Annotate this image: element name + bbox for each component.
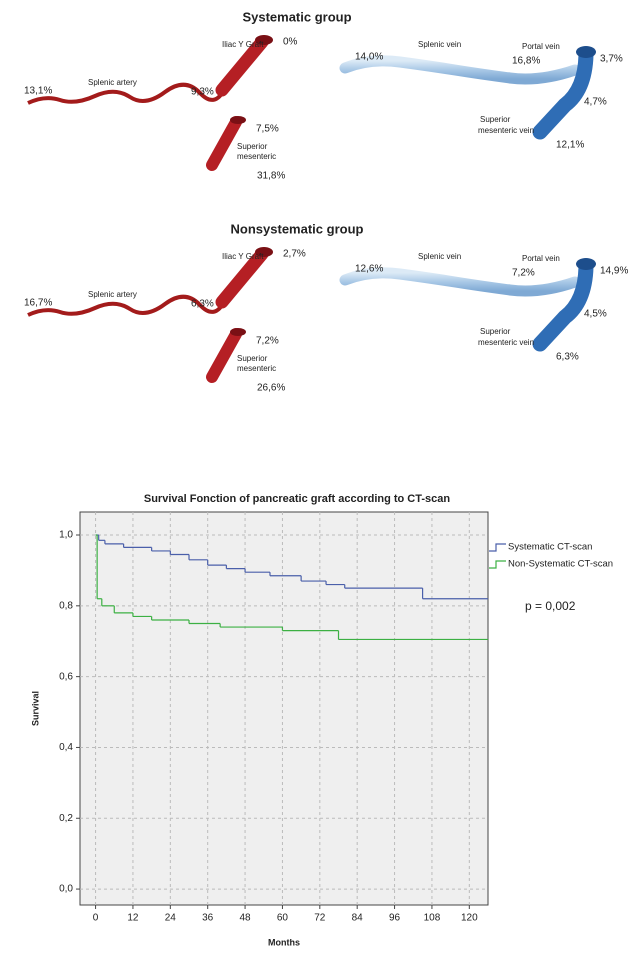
diagram-label: Iliac Y Graft <box>222 252 264 261</box>
diagram-label: 4,7% <box>584 97 607 108</box>
plot-area <box>80 512 488 905</box>
legend-swatch <box>489 561 506 568</box>
diagram-label: Splenic vein <box>418 40 461 49</box>
x-tick-label: 72 <box>314 913 326 924</box>
group-panel: Nonsystematic group Iliac Y Graft 2,7% Sple… <box>24 221 628 393</box>
chart-title: Survival Fonction of pancreatic graft ac… <box>144 493 451 505</box>
diagram-label: 31,8% <box>257 171 285 182</box>
x-tick-label: 60 <box>277 913 289 924</box>
diagram-label: Superior <box>237 354 268 363</box>
y-tick-label: 0,6 <box>59 671 73 682</box>
diagram-label: 12,6% <box>355 264 383 275</box>
graft-lower <box>212 334 236 377</box>
x-tick-label: 108 <box>424 913 441 924</box>
y-tick-label: 0,4 <box>59 742 73 753</box>
diagram-label: 7,2% <box>256 336 279 347</box>
portal-vein <box>540 55 586 132</box>
graft-lower-end <box>230 116 246 124</box>
diagram-label: 16,8% <box>512 56 540 67</box>
diagram-label: 12,1% <box>556 140 584 151</box>
y-axis-label: Survival <box>30 691 40 726</box>
x-tick-label: 96 <box>389 913 401 924</box>
diagram-label: Splenic artery <box>88 290 137 299</box>
x-tick-label: 84 <box>352 913 364 924</box>
diagram-label: Splenic vein <box>418 252 461 261</box>
x-tick-label: 0 <box>93 913 99 924</box>
diagram-label: mesenteric <box>237 152 276 161</box>
splenic-vein <box>345 273 575 291</box>
group-panel: Systematic group Iliac Y Graft 0% Splenic a… <box>24 9 623 181</box>
x-tick-label: 24 <box>165 913 177 924</box>
diagram-label: 14,0% <box>355 52 383 63</box>
diagram-label: Portal vein <box>522 42 560 51</box>
y-tick-label: 0,2 <box>59 813 73 824</box>
x-tick-label: 120 <box>461 913 478 924</box>
graft-upper <box>222 254 262 302</box>
graft-lower <box>212 122 236 165</box>
portal-end <box>576 258 596 270</box>
diagram-label: 6,3% <box>191 299 214 310</box>
figure: Systematic group Iliac Y Graft 0% Splenic a… <box>0 0 641 955</box>
diagram-label: Portal vein <box>522 254 560 263</box>
diagram-label: 16,7% <box>24 298 52 309</box>
y-tick-label: 0,8 <box>59 600 73 611</box>
portal-end <box>576 46 596 58</box>
diagram-label: 6,3% <box>556 352 579 363</box>
diagram-label: Iliac Y Graft <box>222 40 264 49</box>
y-tick-label: 0,0 <box>59 884 73 895</box>
diagram-label: mesenteric vein <box>478 126 534 135</box>
graft-lower-end <box>230 328 246 336</box>
annotation: p = 0,002 <box>525 599 576 613</box>
diagram-label: 7,5% <box>256 124 279 135</box>
legend-label: Systematic CT-scan <box>508 542 592 553</box>
diagram-label: 4,5% <box>584 309 607 320</box>
diagram-label: 9,3% <box>191 87 214 98</box>
x-tick-label: 12 <box>127 913 139 924</box>
splenic-vein <box>345 61 575 79</box>
diagram-label: Superior <box>480 115 511 124</box>
portal-vein <box>540 267 586 344</box>
diagram-label: mesenteric <box>237 364 276 373</box>
x-tick-label: 36 <box>202 913 214 924</box>
diagram-label: Superior <box>480 327 511 336</box>
group-title: Nonsystematic group <box>231 221 364 236</box>
legend-swatch <box>489 544 506 551</box>
diagram-label: 7,2% <box>512 268 535 279</box>
group-title: Systematic group <box>242 9 351 24</box>
diagram-label: mesenteric vein <box>478 338 534 347</box>
graft-upper <box>222 42 262 90</box>
diagram-label: 26,6% <box>257 383 285 394</box>
diagram-label: 2,7% <box>283 249 306 260</box>
diagram-label: 0% <box>283 37 298 48</box>
legend-label: Non-Systematic CT-scan <box>508 559 613 570</box>
y-tick-label: 1,0 <box>59 530 73 541</box>
diagram-label: Splenic artery <box>88 78 137 87</box>
x-axis-label: Months <box>268 937 300 947</box>
x-tick-label: 48 <box>240 913 252 924</box>
diagram-label: 3,7% <box>600 54 623 65</box>
diagram-label: 14,9% <box>600 266 628 277</box>
diagram-label: Superior <box>237 142 268 151</box>
diagram-label: 13,1% <box>24 86 52 97</box>
